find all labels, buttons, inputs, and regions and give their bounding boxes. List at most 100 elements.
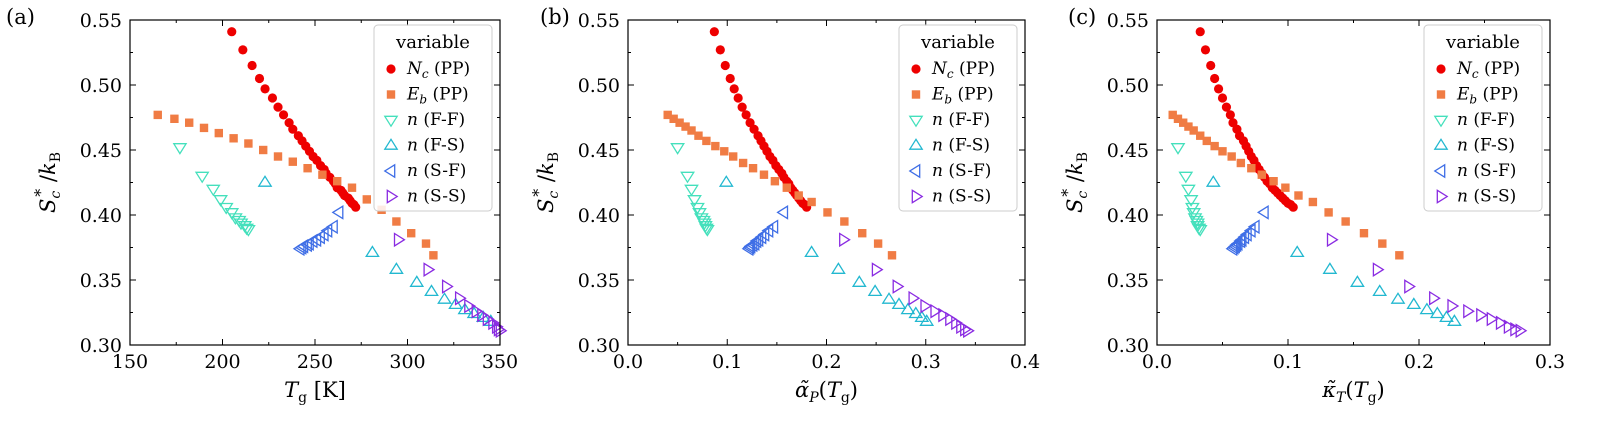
- data-point: [687, 126, 696, 135]
- legend-tag: (PP): [427, 85, 469, 105]
- legend-label: n (S-S): [1457, 187, 1516, 207]
- data-point: [804, 245, 819, 258]
- legend-label: Nc (PP): [406, 59, 470, 81]
- data-point: [205, 184, 221, 197]
- data-point: [1503, 319, 1516, 335]
- legend-var: N: [406, 59, 423, 79]
- legend-marker: [386, 90, 396, 99]
- data-point: [892, 279, 905, 294]
- legend-box: [1423, 24, 1543, 212]
- data-point: [1217, 93, 1228, 103]
- data-point: [213, 195, 228, 207]
- legend-marker: [383, 115, 399, 128]
- data-point: [273, 152, 283, 161]
- y-tick-label: 0.55: [80, 10, 122, 32]
- data-point: [365, 245, 380, 258]
- data-point: [1256, 205, 1269, 220]
- data-layer: [153, 27, 508, 339]
- y-label-k: k: [1063, 162, 1087, 175]
- data-point: [681, 122, 690, 131]
- data-point: [1486, 311, 1499, 327]
- y-tick-label: 0.30: [578, 335, 620, 357]
- series-tri_right: [1326, 232, 1528, 339]
- data-point: [409, 275, 425, 287]
- data-point: [1183, 195, 1199, 207]
- legend-marker: [1433, 115, 1449, 128]
- legend-tag: (S-S): [418, 187, 466, 207]
- data-point: [1173, 114, 1183, 123]
- data-point: [309, 232, 322, 248]
- legend-tag: (PP): [1479, 59, 1521, 79]
- data-point: [333, 177, 342, 186]
- y-label-star: *: [529, 189, 548, 197]
- data-point: [172, 143, 188, 155]
- legend-label: n (S-S): [407, 187, 466, 207]
- data-point: [1192, 224, 1208, 237]
- x-label-var: T: [284, 378, 300, 402]
- y-label-sub: c: [48, 191, 64, 199]
- data-point: [392, 217, 401, 226]
- series-tri_down: [670, 143, 715, 237]
- data-point: [729, 84, 739, 94]
- panel-2: (b)0.0 0.1 0.2 0.3 0.40.300.350.400.450.500.…: [529, 5, 1040, 406]
- legend-tag: (F-F): [418, 110, 465, 130]
- data-point: [407, 229, 416, 238]
- y-label-k: k: [36, 162, 60, 175]
- data-point: [1225, 110, 1235, 120]
- data-point: [1419, 302, 1435, 315]
- legend-var: N: [931, 59, 948, 79]
- legend-marker: [383, 138, 399, 150]
- data-point: [794, 191, 803, 200]
- x-tick-label: 300: [389, 351, 425, 373]
- legend-var: n: [407, 187, 418, 207]
- data-point: [331, 205, 344, 220]
- data-point: [1406, 297, 1422, 310]
- legend-label: n (S-F): [932, 161, 991, 181]
- legend-tag: (S-S): [1468, 187, 1516, 207]
- data-point: [194, 171, 210, 184]
- legend-label: Nc (PP): [1456, 59, 1520, 81]
- y-tick-label: 0.30: [80, 335, 122, 357]
- panel-label: (a): [6, 5, 35, 29]
- x-tick-label: 250: [297, 351, 333, 373]
- data-point: [1447, 314, 1462, 326]
- data-point: [257, 175, 273, 187]
- data-point: [675, 118, 684, 127]
- x-axis-label: α̃P(Tg): [795, 378, 858, 406]
- data-point: [1218, 147, 1227, 156]
- data-layer: [663, 27, 975, 339]
- legend-label: Eb (PP): [406, 85, 469, 107]
- legend-var: n: [932, 187, 943, 207]
- series-tri_down: [172, 143, 256, 237]
- legend-marker: [911, 64, 921, 74]
- y-tick-label: 0.55: [578, 10, 620, 32]
- legend-tag: (F-F): [943, 110, 990, 130]
- data-point: [437, 292, 452, 304]
- data-point: [749, 233, 762, 249]
- legend-box: [898, 24, 1018, 212]
- data-point: [1495, 315, 1508, 331]
- legend-tag: (F-S): [943, 136, 990, 156]
- legend-tag: (F-F): [1468, 110, 1515, 130]
- data-point: [260, 84, 270, 94]
- data-point: [1390, 292, 1406, 304]
- legend-marker: [1436, 189, 1449, 204]
- y-tick-label: 0.50: [578, 75, 620, 97]
- data-point: [1439, 310, 1454, 323]
- data-point: [920, 298, 933, 314]
- legend-var: N: [1456, 59, 1473, 79]
- data-point: [733, 93, 743, 103]
- data-point: [389, 262, 404, 274]
- x-label-tvar: T: [1354, 378, 1370, 402]
- legend-tag: (S-F): [1468, 161, 1516, 181]
- data-point: [1178, 171, 1194, 184]
- legend-tag: (F-S): [1468, 136, 1515, 156]
- data-point: [424, 284, 439, 297]
- legend-label: n (F-F): [932, 110, 990, 130]
- legend-title: variable: [1445, 32, 1520, 53]
- panel-1: (a) 150 200 250 300 350 0.30 0.35 0.40 0.45 0.50 0.…: [6, 5, 518, 406]
- data-point: [247, 60, 257, 71]
- series-tri_left: [741, 205, 789, 257]
